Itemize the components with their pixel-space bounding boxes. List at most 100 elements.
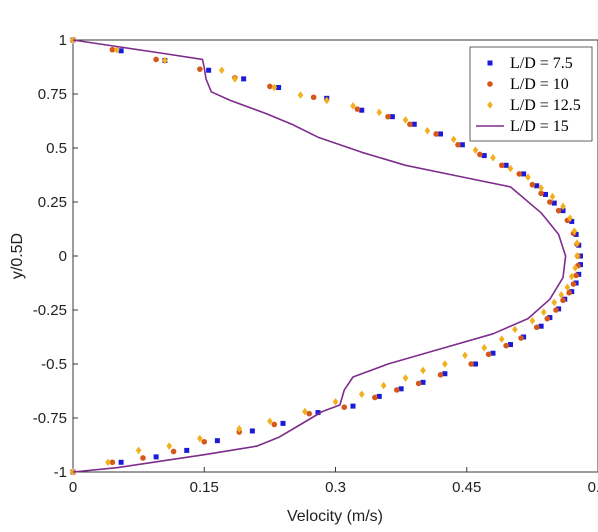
- data-point: [551, 298, 558, 307]
- data-point: [462, 351, 468, 360]
- data-point: [376, 393, 382, 399]
- data-point: [518, 335, 524, 341]
- data-point: [350, 102, 356, 110]
- data-point: [359, 107, 365, 113]
- x-tick-label: 0.6: [588, 479, 598, 496]
- data-point: [572, 264, 579, 272]
- data-point: [547, 315, 553, 321]
- data-point: [551, 200, 557, 206]
- legend-label: L/D = 10: [510, 76, 569, 93]
- data-point: [170, 448, 177, 455]
- data-point: [197, 66, 203, 72]
- legend-entry: L/D = 15: [476, 118, 569, 135]
- data-point: [407, 121, 413, 128]
- data-point: [271, 421, 278, 428]
- data-point: [481, 344, 488, 352]
- data-point: [507, 164, 514, 173]
- data-point: [398, 386, 404, 392]
- data-point: [420, 366, 426, 375]
- data-point: [566, 289, 572, 296]
- data-point: [135, 446, 142, 455]
- data-point: [350, 403, 356, 409]
- data-point: [477, 151, 483, 158]
- data-point: [540, 308, 547, 316]
- y-tick-label: 0: [59, 248, 67, 265]
- data-point: [570, 281, 577, 287]
- y-axis: 1 0.75 0.5 0.25 0 -0.25 -0.5 -0.75 -1: [33, 32, 78, 481]
- data-point: [376, 108, 383, 117]
- data-point: [310, 94, 317, 101]
- data-point: [485, 351, 492, 358]
- data-point: [297, 91, 304, 99]
- data-point: [380, 381, 387, 390]
- legend-label: L/D = 12.5: [510, 97, 581, 114]
- x-axis: 0 0.15 0.3 0.45 0.6: [69, 467, 598, 496]
- data-point: [415, 380, 422, 387]
- data-point: [567, 214, 573, 222]
- data-point: [153, 454, 159, 460]
- x-tick-label: 0.3: [325, 479, 346, 496]
- data-point: [385, 113, 391, 120]
- data-point: [306, 410, 313, 417]
- data-point: [512, 325, 518, 334]
- data-point: [534, 183, 540, 189]
- data-point: [166, 442, 173, 450]
- data-point: [508, 342, 513, 348]
- series-3: [72, 39, 567, 473]
- data-point: [162, 56, 168, 65]
- data-point: [280, 420, 286, 426]
- data-point: [358, 390, 365, 399]
- data-point: [538, 323, 544, 329]
- data-point: [442, 360, 448, 368]
- legend-marker-swatch: [487, 101, 493, 109]
- data-point: [341, 404, 348, 411]
- data-point: [249, 428, 255, 434]
- data-point: [525, 173, 531, 181]
- data-point: [455, 141, 461, 148]
- data-point: [574, 252, 580, 260]
- x-axis-title: Velocity (m/s): [287, 508, 383, 525]
- data-point: [184, 447, 190, 453]
- y-axis-title: y/0.5D: [9, 233, 26, 279]
- data-point: [560, 202, 566, 211]
- data-point: [498, 162, 505, 169]
- data-point: [503, 162, 509, 168]
- data-point: [568, 272, 575, 281]
- data-point: [569, 289, 575, 295]
- data-point: [411, 121, 417, 127]
- data-point: [574, 239, 580, 247]
- x-tick-label: 0.45: [452, 479, 481, 496]
- data-point: [389, 114, 395, 120]
- data-point: [201, 438, 208, 445]
- data-point: [109, 459, 116, 466]
- data-point: [232, 75, 238, 83]
- data-point: [549, 192, 556, 201]
- data-point: [402, 374, 409, 382]
- y-tick-label: 0.75: [38, 86, 67, 103]
- data-point: [473, 361, 478, 367]
- data-point: [140, 455, 146, 461]
- data-point: [393, 387, 400, 393]
- data-point: [481, 153, 487, 159]
- data-point: [490, 153, 496, 162]
- data-point: [573, 231, 579, 237]
- data-point: [556, 306, 562, 312]
- y-tick-label: 1: [59, 32, 67, 49]
- data-point: [214, 438, 220, 444]
- data-point: [372, 394, 378, 401]
- data-point: [468, 361, 474, 367]
- data-point: [153, 56, 159, 63]
- data-point: [538, 184, 544, 192]
- data-point: [302, 407, 308, 416]
- data-point: [547, 199, 553, 205]
- y-tick-label: -0.25: [33, 302, 67, 319]
- data-point: [315, 410, 321, 416]
- data-point: [490, 350, 496, 356]
- data-point: [472, 146, 479, 154]
- data-point: [533, 324, 540, 331]
- data-point: [433, 131, 439, 137]
- series-line: [72, 39, 567, 473]
- data-point: [521, 334, 527, 340]
- data-point: [450, 135, 457, 144]
